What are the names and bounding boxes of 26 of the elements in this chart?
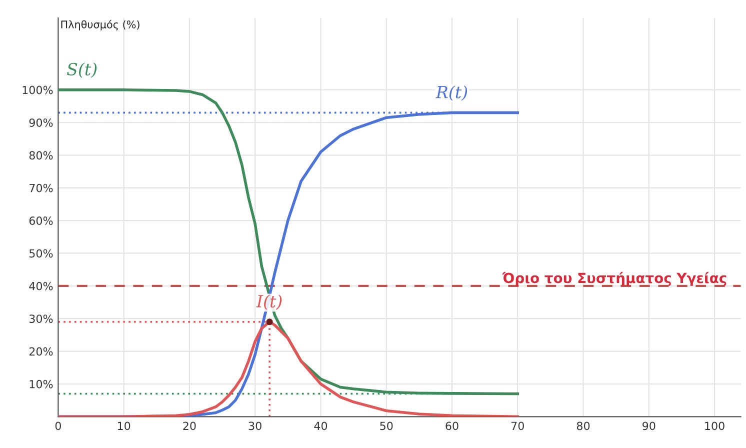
series-label: R(t) <box>436 85 468 101</box>
ref-line-label: Όριο του Συστήματος Υγείας <box>502 272 726 286</box>
y-tick-label: 20% <box>29 347 53 356</box>
series-label: S(t) <box>67 62 97 78</box>
x-tick-label: 80 <box>576 422 590 430</box>
x-tick-label: 30 <box>248 422 262 430</box>
y-tick-label: 70% <box>30 184 53 192</box>
y-tick-label: 30% <box>29 314 53 323</box>
x-tick-label: 0 <box>55 422 61 430</box>
y-tick-label: 90% <box>29 118 53 127</box>
x-tick-label: 60 <box>446 422 458 430</box>
y-tick-label: 50% <box>29 249 53 258</box>
x-tick-label: 10 <box>118 422 130 430</box>
x-tick-label: 70 <box>511 422 524 430</box>
x-tick-label: 100 <box>705 422 724 430</box>
x-tick-label: 40 <box>314 422 328 430</box>
x-tick-label: 90 <box>642 422 656 430</box>
series-label: I(t) <box>256 294 282 310</box>
y-tick-label: 60% <box>29 216 53 225</box>
y-tick-label: 40% <box>29 282 53 290</box>
x-tick-label: 50 <box>380 422 393 430</box>
y-axis-title: Πληθυσμός (%) <box>61 20 140 30</box>
x-tick-label: 20 <box>183 422 196 430</box>
y-tick-label: 10% <box>30 380 53 388</box>
y-tick-label: 80% <box>29 151 53 160</box>
y-tick-label: 100% <box>22 86 53 94</box>
